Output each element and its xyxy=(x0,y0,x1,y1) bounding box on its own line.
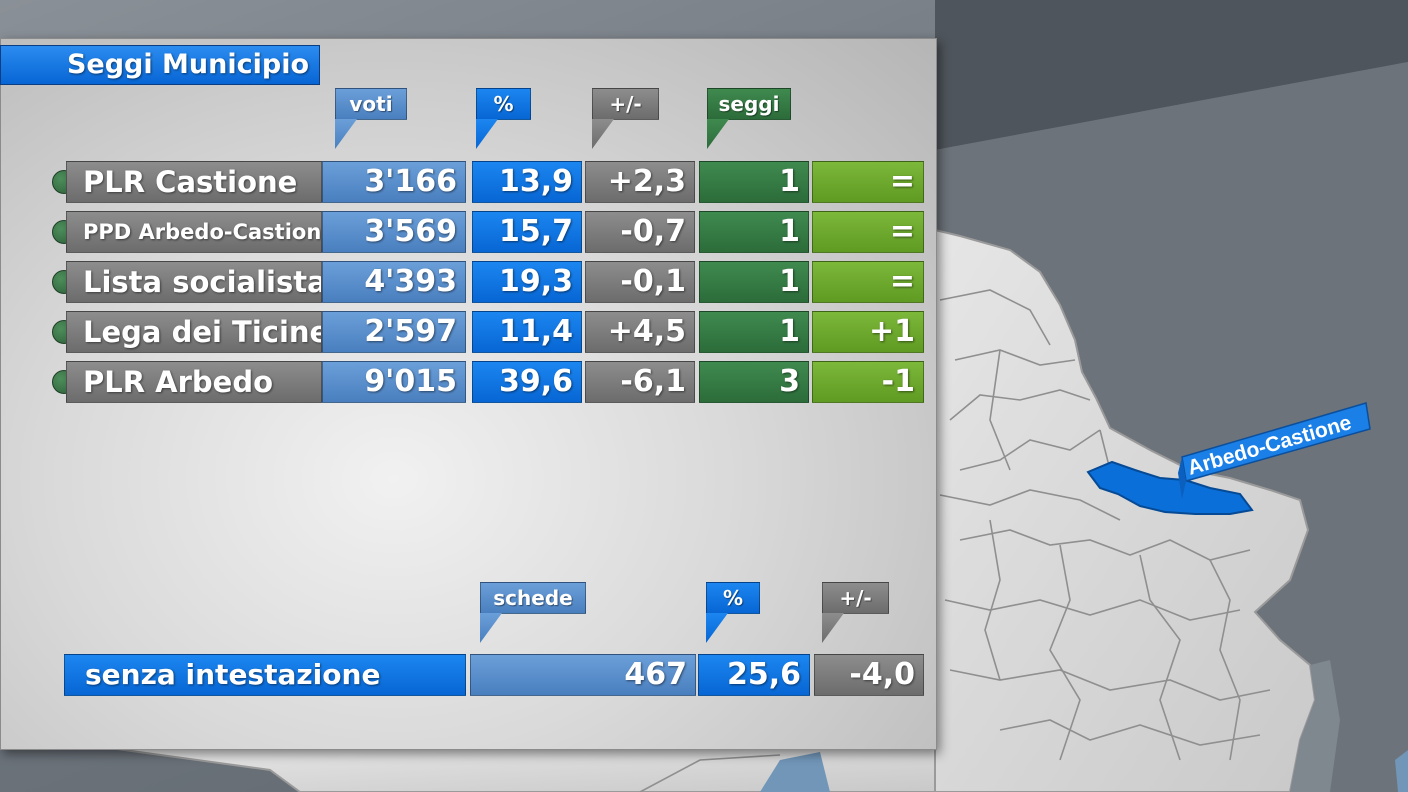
party-voti: 3'166 xyxy=(322,161,466,203)
header-pct-label: % xyxy=(476,88,531,120)
blank-ballots-schede: 467 xyxy=(470,654,696,696)
party-row[interactable]: Lista socialista 4'393 19,3 -0,1 1 = xyxy=(52,261,924,303)
party-name: Lega dei Ticinesi xyxy=(66,311,322,353)
party-voti: 3'569 xyxy=(322,211,466,253)
panel-title: Seggi Municipio xyxy=(0,45,320,85)
party-pct: 11,4 xyxy=(472,311,582,353)
header-schede-label: schede xyxy=(480,582,586,614)
party-row[interactable]: PLR Arbedo 9'015 39,6 -6,1 3 -1 xyxy=(52,361,924,403)
party-pct: 13,9 xyxy=(472,161,582,203)
arbedo-castione-area[interactable] xyxy=(1086,460,1254,515)
party-seggi: 3 xyxy=(699,361,809,403)
party-diff: -6,1 xyxy=(585,361,695,403)
party-diff: -0,1 xyxy=(585,261,695,303)
header-bottom-pct-label: % xyxy=(706,582,760,614)
party-seggi: 1 xyxy=(699,161,809,203)
party-name: Lista socialista xyxy=(66,261,322,303)
party-name: PLR Castione xyxy=(66,161,322,203)
party-voti: 4'393 xyxy=(322,261,466,303)
party-seggi: 1 xyxy=(699,311,809,353)
map-label-arbedo-castione: Arbedo-Castione xyxy=(1178,402,1371,499)
party-diff: -0,7 xyxy=(585,211,695,253)
party-diff: +4,5 xyxy=(585,311,695,353)
party-pct: 15,7 xyxy=(472,211,582,253)
party-seggi-change: +1 xyxy=(812,311,924,353)
header-seggi-label: seggi xyxy=(707,88,791,120)
party-voti: 9'015 xyxy=(322,361,466,403)
party-name: PPD Arbedo-Castione xyxy=(66,211,322,253)
party-row[interactable]: PPD Arbedo-Castione 3'569 15,7 -0,7 1 = xyxy=(52,211,924,253)
party-seggi-change: = xyxy=(812,211,924,253)
header-voti-label: voti xyxy=(335,88,407,120)
blank-ballots-pct: 25,6 xyxy=(698,654,810,696)
party-row[interactable]: Lega dei Ticinesi 2'597 11,4 +4,5 1 +1 xyxy=(52,311,924,353)
party-seggi: 1 xyxy=(699,261,809,303)
header-bottom-diff-label: +/- xyxy=(822,582,889,614)
blank-ballots-label: senza intestazione xyxy=(64,654,466,696)
map-label-text: Arbedo-Castione xyxy=(1185,411,1354,480)
party-voti: 2'597 xyxy=(322,311,466,353)
party-seggi: 1 xyxy=(699,211,809,253)
blank-ballots-row[interactable]: senza intestazione 467 25,6 -4,0 xyxy=(64,654,924,696)
blank-ballots-diff: -4,0 xyxy=(814,654,924,696)
district-borders xyxy=(639,289,1271,792)
party-seggi-change: -1 xyxy=(812,361,924,403)
party-pct: 39,6 xyxy=(472,361,582,403)
header-diff-label: +/- xyxy=(592,88,659,120)
party-pct: 19,3 xyxy=(472,261,582,303)
party-diff: +2,3 xyxy=(585,161,695,203)
party-seggi-change: = xyxy=(812,161,924,203)
party-seggi-change: = xyxy=(812,261,924,303)
party-row[interactable]: PLR Castione 3'166 13,9 +2,3 1 = xyxy=(52,161,924,203)
party-name: PLR Arbedo xyxy=(66,361,322,403)
